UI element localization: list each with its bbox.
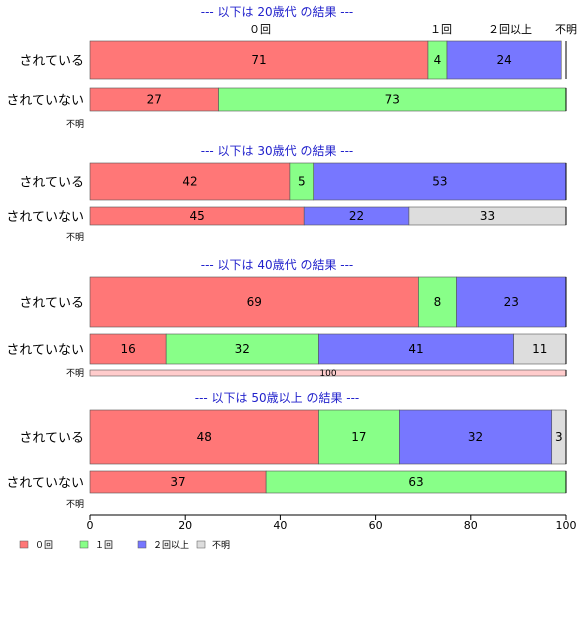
legend-label: １回: [95, 540, 113, 551]
panel-title-1: --- 以下は 30歳代 の結果 ---: [201, 144, 354, 158]
segment-value-label: 27: [147, 93, 162, 107]
row-label-unknown: 不明: [66, 499, 84, 510]
segment-value-label: 53: [432, 175, 447, 189]
segment-value-label: 42: [182, 175, 197, 189]
bar-segment: [399, 409, 553, 465]
legend-label: ２回以上: [153, 540, 189, 551]
bar-segment: [513, 333, 567, 365]
row-label: されていない: [6, 476, 84, 491]
segment-value-label: 69: [247, 295, 262, 309]
row-label: されている: [19, 431, 84, 446]
row-label: されている: [19, 296, 84, 311]
bar-segment: [89, 40, 429, 80]
x-tick-label: 0: [87, 519, 94, 532]
legend-label: 不明: [212, 540, 230, 551]
segment-value-label: 11: [532, 342, 547, 356]
bar-segment: [89, 333, 167, 365]
segment-value-label: 37: [170, 475, 185, 489]
bar-segment: [318, 409, 400, 465]
row-label: されていない: [6, 210, 84, 225]
legend-swatch: [79, 540, 89, 549]
x-tick-label: 80: [464, 519, 478, 532]
row-label-unknown: 不明: [66, 119, 84, 130]
segment-value-label: 32: [468, 430, 483, 444]
legend-swatch: [137, 540, 147, 549]
panel-title-0: --- 以下は 20歳代 の結果 ---: [201, 5, 354, 19]
bar-segment: [89, 276, 419, 328]
row-label: されている: [19, 176, 84, 191]
segment-value-label: 8: [434, 295, 442, 309]
panel-title-2: --- 以下は 40歳代 の結果 ---: [201, 258, 354, 272]
segment-value-label: 22: [349, 209, 364, 223]
segment-value-label: 41: [408, 342, 423, 356]
bar-segment: [446, 40, 562, 80]
row-label-unknown: 不明: [66, 232, 84, 243]
x-tick-label: 40: [273, 519, 287, 532]
bar-segment: [418, 276, 457, 328]
segment-value-label: 5: [298, 175, 306, 189]
segment-value-label: 100: [319, 369, 336, 379]
segment-value-label: 48: [197, 430, 212, 444]
legend-swatch: [196, 540, 206, 549]
legend-label: ０回: [35, 540, 53, 551]
x-tick-label: 100: [556, 519, 577, 532]
row-label: されている: [19, 54, 84, 69]
segment-value-label: 45: [189, 209, 204, 223]
bar-segment: [318, 333, 514, 365]
x-tick-label: 20: [178, 519, 192, 532]
bar-segment: [89, 409, 319, 465]
segment-value-label: 24: [496, 53, 511, 67]
segment-value-label: 33: [480, 209, 495, 223]
legend-swatch: [19, 540, 29, 549]
segment-value-label: 71: [251, 53, 266, 67]
segment-value-label: 23: [504, 295, 519, 309]
panel-title-3: --- 以下は 50歳以上 の結果 ---: [195, 391, 360, 405]
segment-value-label: 3: [555, 430, 563, 444]
segment-value-label: 16: [120, 342, 135, 356]
segment-value-label: 17: [351, 430, 366, 444]
column-header-0: ０回: [249, 23, 271, 36]
segment-value-label: 63: [408, 475, 423, 489]
column-header-1: １回: [430, 23, 452, 36]
bar-segment: [456, 276, 567, 328]
row-label-unknown: 不明: [66, 368, 84, 379]
bar-segment: [89, 162, 291, 201]
column-header-3: 不明: [555, 23, 577, 36]
column-header-2: ２回以上: [488, 23, 532, 36]
segment-value-label: 73: [385, 93, 400, 107]
x-tick-label: 60: [369, 519, 383, 532]
segment-value-label: 4: [434, 53, 442, 67]
segment-value-label: 32: [235, 342, 250, 356]
row-label: されていない: [6, 343, 84, 358]
row-label: されていない: [6, 94, 84, 109]
